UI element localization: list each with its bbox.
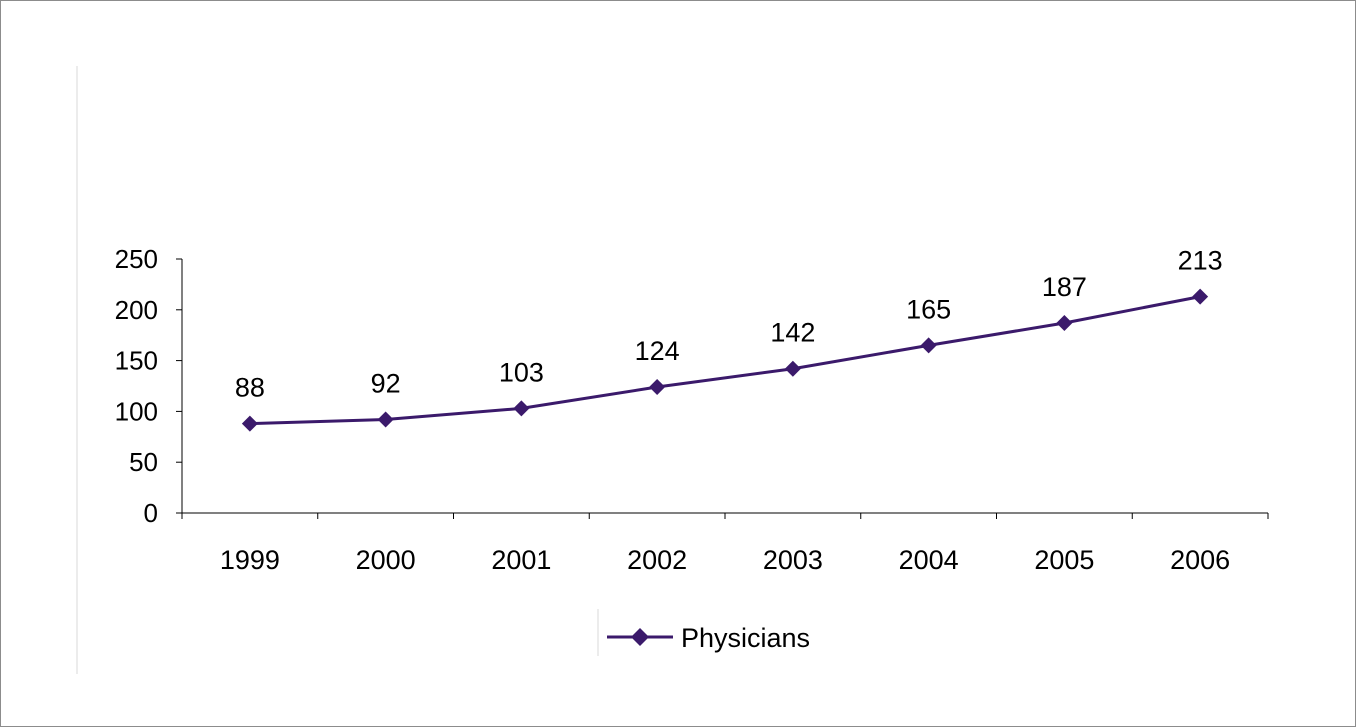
axes xyxy=(181,259,1268,514)
data-label: 103 xyxy=(499,357,544,387)
legend-series-label: Physicians xyxy=(681,623,810,653)
legend-diamond-marker xyxy=(631,628,649,646)
x-tick-label: 2003 xyxy=(763,545,823,575)
y-tick-label: 150 xyxy=(115,346,158,376)
legend: Physicians xyxy=(597,609,810,656)
data-label: 165 xyxy=(906,294,951,324)
data-label: 187 xyxy=(1042,272,1087,302)
x-axis-ticks: 1999 2000 2001 2002 2003 2004 2005 2006 xyxy=(181,513,1269,575)
x-tick-label: 2006 xyxy=(1170,545,1230,575)
data-point-marker xyxy=(784,360,801,377)
y-axis-ticks: 0 50 100 150 200 250 xyxy=(115,244,182,528)
x-tick-label: 2004 xyxy=(899,545,959,575)
data-point-marker xyxy=(1056,315,1073,332)
series-line-group xyxy=(249,295,1201,426)
data-point-marker xyxy=(920,337,937,354)
data-point-marker xyxy=(377,411,394,428)
data-label: 92 xyxy=(371,369,401,399)
data-point-marker xyxy=(513,400,530,417)
data-label: 124 xyxy=(635,336,680,366)
data-point-marker xyxy=(649,379,666,396)
series-line-physicians xyxy=(249,295,1201,426)
x-tick-label: 2005 xyxy=(1034,545,1094,575)
data-labels: 88 92 103 124 142 165 187 213 xyxy=(235,246,1223,403)
y-tick-label: 100 xyxy=(115,396,158,426)
series-markers xyxy=(241,288,1209,432)
x-tick-label: 2001 xyxy=(491,545,551,575)
x-tick-label: 2002 xyxy=(627,545,687,575)
y-tick-label: 200 xyxy=(115,295,158,325)
data-point-marker xyxy=(1192,288,1209,305)
y-tick-label: 250 xyxy=(115,244,158,274)
x-tick-label: 1999 xyxy=(220,545,280,575)
data-label: 213 xyxy=(1178,246,1223,276)
y-tick-label: 50 xyxy=(129,447,158,477)
data-label: 88 xyxy=(235,373,265,403)
data-point-marker xyxy=(241,415,258,432)
data-label: 142 xyxy=(770,318,815,348)
x-tick-label: 2000 xyxy=(356,545,416,575)
y-tick-label: 0 xyxy=(144,498,158,528)
